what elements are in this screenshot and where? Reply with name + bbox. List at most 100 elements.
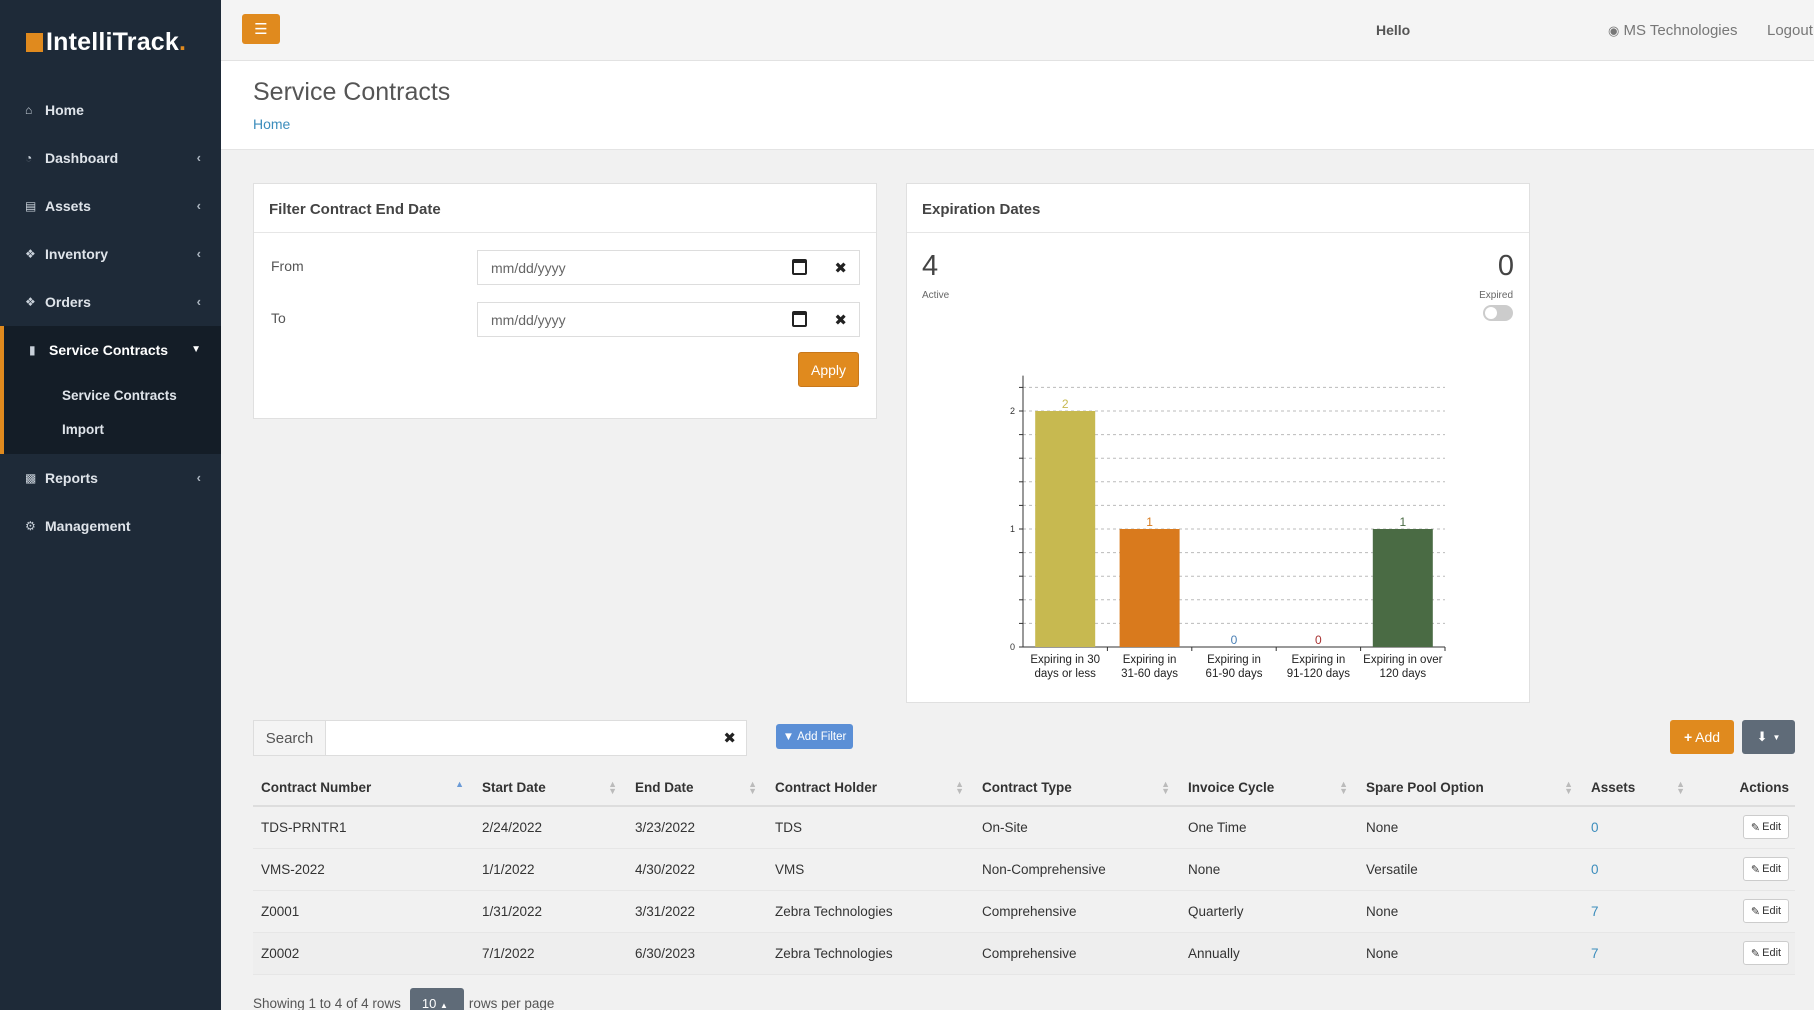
- export-dropdown-button[interactable]: ⬇ ▼: [1742, 720, 1795, 754]
- actions-cell: ✎ Edit: [1695, 932, 1795, 975]
- search-label: Search: [254, 721, 326, 755]
- sidebar-item-home[interactable]: ⌂ Home: [0, 86, 221, 134]
- rows-per-page-dropdown[interactable]: 10 ▲: [409, 988, 464, 1010]
- y-tick-label: 0: [1010, 642, 1015, 652]
- menu-toggle-button[interactable]: ☰: [242, 14, 280, 44]
- company-selector[interactable]: ◉ MS Technologies: [1608, 22, 1737, 39]
- globe-icon: ◉: [1608, 23, 1620, 38]
- sidebar-item-reports[interactable]: ▩ Reports ‹: [0, 454, 221, 502]
- sidebar-item-label: Reports: [45, 470, 98, 486]
- active-label: Active: [922, 290, 950, 301]
- table-row[interactable]: Z0002 7/1/2022 6/30/2023 Zebra Technolog…: [253, 932, 1795, 975]
- apply-button[interactable]: Apply: [798, 352, 859, 387]
- filter-panel-title: Filter Contract End Date: [254, 184, 876, 233]
- chevron-left-icon: ‹: [196, 294, 201, 309]
- sort-asc-icon: ▲: [455, 779, 464, 789]
- logout-link[interactable]: Logout: [1767, 22, 1813, 39]
- column-label: Invoice Cycle: [1188, 779, 1275, 795]
- rows-per-page-label: rows per page: [468, 995, 555, 1010]
- pencil-icon: ✎: [1750, 821, 1761, 834]
- edit-button[interactable]: ✎ Edit: [1743, 899, 1789, 923]
- calendar-icon[interactable]: [792, 311, 807, 327]
- start-date-cell: 1/1/2022: [474, 848, 627, 891]
- chevron-left-icon: ‹: [196, 150, 201, 165]
- clear-icon[interactable]: ✖: [834, 312, 847, 329]
- column-label: Start Date: [482, 779, 546, 795]
- y-tick-label: 1: [1010, 524, 1015, 534]
- x-tick-label: 31-60 days: [1121, 668, 1178, 680]
- add-button[interactable]: + Add: [1670, 720, 1734, 754]
- column-header[interactable]: Start Date ▲ ▼: [474, 769, 627, 807]
- toggle-knob: [1485, 307, 1497, 319]
- start-date-cell: 7/1/2022: [474, 932, 627, 975]
- page-title: Service Contracts: [253, 78, 451, 106]
- assets-link[interactable]: 0: [1583, 806, 1695, 849]
- expired-toggle[interactable]: [1483, 305, 1513, 321]
- sidebar-item-label: Management: [45, 518, 131, 534]
- column-header[interactable]: Contract Type ▲ ▼: [974, 769, 1180, 807]
- pencil-icon: ✎: [1750, 863, 1761, 876]
- calendar-icon[interactable]: [792, 259, 807, 275]
- x-tick-label: 120 days: [1379, 668, 1426, 680]
- column-header[interactable]: End Date ▲ ▼: [627, 769, 767, 807]
- contract-number-cell: TDS-PRNTR1: [253, 806, 474, 849]
- sidebar-item-inventory[interactable]: ❖ Inventory ‹: [0, 230, 221, 278]
- search-input[interactable]: [326, 721, 746, 755]
- to-date-input[interactable]: mm/dd/yyyy ✖: [477, 302, 860, 337]
- plus-icon: +: [1683, 729, 1693, 745]
- filter-icon: ▼: [782, 730, 795, 743]
- clear-search-icon[interactable]: ✖: [723, 730, 736, 747]
- laptop-icon: ▤: [25, 199, 37, 213]
- dashboard-icon: ◔: [25, 151, 33, 165]
- add-filter-label: Add Filter: [797, 730, 847, 743]
- actions-cell: ✎ Edit: [1695, 806, 1795, 849]
- assets-link[interactable]: 0: [1583, 848, 1695, 891]
- search-box: Search ✖: [253, 720, 747, 756]
- contract-type-cell: Comprehensive: [974, 932, 1180, 975]
- edit-label: Edit: [1762, 821, 1782, 834]
- sidebar-item-service-contracts[interactable]: ▮ Service Contracts ▼: [0, 326, 221, 374]
- active-count: 4: [922, 250, 939, 282]
- column-header[interactable]: Contract Holder ▲ ▼: [767, 769, 974, 807]
- column-header[interactable]: Assets ▲ ▼: [1583, 769, 1695, 807]
- end-date-cell: 4/30/2022: [627, 848, 767, 891]
- table-row[interactable]: TDS-PRNTR1 2/24/2022 3/23/2022 TDS On-Si…: [253, 806, 1795, 849]
- sidebar-subitem-import[interactable]: Import: [4, 412, 221, 446]
- logo-text: IntelliTrack.: [46, 28, 187, 56]
- chevron-left-icon: ‹: [196, 470, 201, 485]
- edit-label: Edit: [1762, 905, 1782, 917]
- edit-button[interactable]: ✎ Edit: [1743, 941, 1789, 965]
- column-header[interactable]: Invoice Cycle ▲ ▼: [1180, 769, 1358, 807]
- x-tick-label: Expiring in over: [1363, 654, 1442, 666]
- column-header[interactable]: Spare Pool Option ▲ ▼: [1358, 769, 1583, 807]
- assets-link[interactable]: 7: [1583, 932, 1695, 975]
- breadcrumb-home[interactable]: Home: [253, 116, 291, 132]
- edit-button[interactable]: ✎ Edit: [1743, 857, 1789, 881]
- book-icon: ▮: [29, 343, 36, 357]
- sidebar-item-label: Home: [45, 102, 84, 118]
- add-filter-button[interactable]: ▼ Add Filter: [776, 724, 853, 749]
- sidebar-item-orders[interactable]: ❖ Orders ‹: [0, 278, 221, 326]
- sidebar-item-assets[interactable]: ▤ Assets ‹: [0, 182, 221, 230]
- sidebar-subitem-service-contracts[interactable]: Service Contracts: [4, 378, 221, 412]
- column-header[interactable]: Contract Number ▲: [253, 769, 474, 807]
- bar-chart-icon: ▩: [25, 471, 37, 485]
- y-tick-label: 2: [1010, 406, 1015, 416]
- app-logo[interactable]: IntelliTrack.: [26, 28, 186, 57]
- table-row[interactable]: Z0001 1/31/2022 3/31/2022 Zebra Technolo…: [253, 890, 1795, 933]
- clear-icon[interactable]: ✖: [834, 260, 847, 277]
- edit-button[interactable]: ✎ Edit: [1743, 815, 1789, 840]
- cubes-icon: ❖: [25, 247, 36, 261]
- contract-holder-cell: VMS: [767, 848, 974, 891]
- sidebar-nav: ⌂ Home ◔ Dashboard ‹ ▤ Assets ‹ ❖ Invent…: [0, 86, 221, 550]
- from-date-input[interactable]: mm/dd/yyyy ✖: [477, 250, 860, 285]
- assets-link[interactable]: 7: [1583, 890, 1695, 933]
- sidebar-item-label: Dashboard: [45, 150, 119, 166]
- data-label: 1: [1399, 515, 1406, 529]
- table-row[interactable]: VMS-2022 1/1/2022 4/30/2022 VMS Non-Comp…: [253, 848, 1795, 891]
- sidebar-item-management[interactable]: ⚙ Management: [0, 502, 221, 550]
- sidebar-item-dashboard[interactable]: ◔ Dashboard ‹: [0, 134, 221, 182]
- invoice-cycle-cell: One Time: [1180, 806, 1358, 849]
- column-label: End Date: [635, 779, 694, 795]
- data-label: 1: [1146, 515, 1153, 529]
